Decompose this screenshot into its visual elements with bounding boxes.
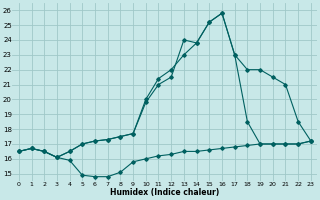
X-axis label: Humidex (Indice chaleur): Humidex (Indice chaleur) [110,188,220,197]
